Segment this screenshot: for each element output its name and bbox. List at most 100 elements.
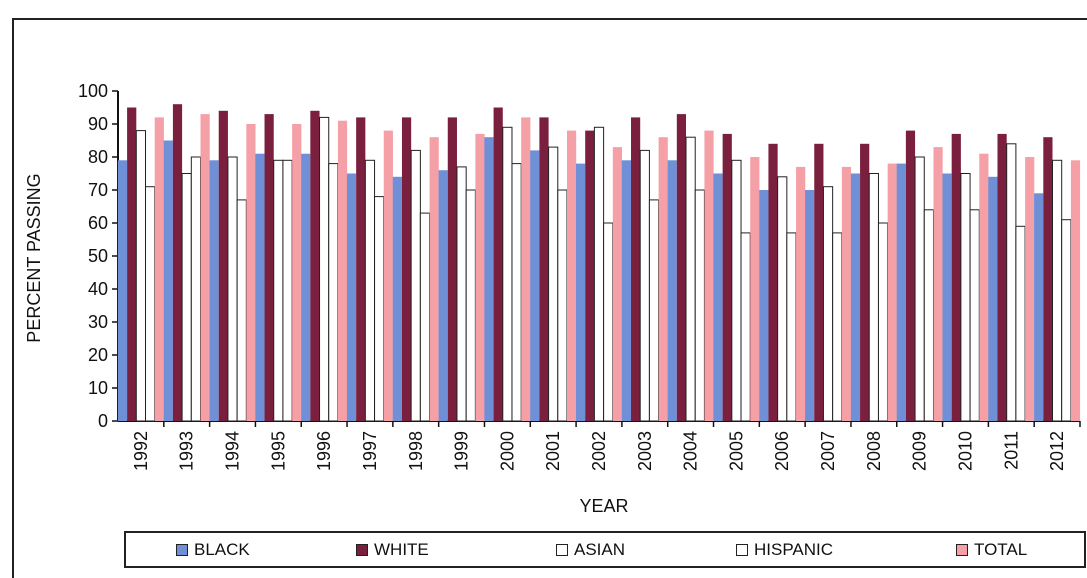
y-tick-label: 40 xyxy=(88,279,108,299)
bar-asian-2010 xyxy=(960,173,971,422)
bar-black-2000 xyxy=(484,137,494,421)
bar-white-2008 xyxy=(860,143,870,422)
bar-asian-2006 xyxy=(777,176,788,422)
bar-black-2012 xyxy=(1034,193,1044,421)
bar-asian-1993 xyxy=(181,173,192,422)
legend-swatch-hispanic xyxy=(736,544,748,556)
legend-label-white: WHITE xyxy=(374,540,429,559)
legend-item-total: TOTAL xyxy=(956,540,1027,560)
bar-hispanic-2010 xyxy=(969,209,980,422)
y-tick-label: 30 xyxy=(88,312,108,332)
x-axis-title: YEAR xyxy=(579,496,628,516)
bar-black-1996 xyxy=(301,153,311,421)
bar-white-2005 xyxy=(722,133,732,421)
bar-hispanic-2012 xyxy=(1061,219,1072,422)
bar-asian-1998 xyxy=(410,149,421,422)
y-tick-label: 80 xyxy=(88,147,108,167)
bar-total-2005 xyxy=(750,157,760,421)
y-tick-label: 0 xyxy=(98,411,108,431)
bar-asian-2012 xyxy=(1052,159,1063,422)
bar-asian-2004 xyxy=(685,136,696,422)
y-tick-label: 70 xyxy=(88,180,108,200)
bar-total-2012 xyxy=(1070,160,1081,422)
bar-asian-2005 xyxy=(731,159,742,422)
bar-white-2000 xyxy=(493,107,503,421)
x-tick-label-2010: 2010 xyxy=(956,431,976,471)
x-tick-label-1999: 1999 xyxy=(452,431,472,471)
bar-black-1994 xyxy=(209,160,219,422)
x-tick-label-1996: 1996 xyxy=(314,431,334,471)
legend-item-black: BLACK xyxy=(176,540,250,560)
bar-asian-2008 xyxy=(868,173,879,422)
bar-hispanic-2008 xyxy=(877,222,889,422)
x-tick-label-2003: 2003 xyxy=(635,431,655,471)
bar-white-2002 xyxy=(585,130,595,421)
bar-asian-1994 xyxy=(227,156,238,422)
bar-black-1998 xyxy=(392,176,402,421)
bar-asian-1995 xyxy=(273,159,284,422)
legend-swatch-white xyxy=(356,544,368,556)
bar-hispanic-2002 xyxy=(603,222,614,422)
bar-white-2004 xyxy=(676,114,687,421)
bar-total-1993 xyxy=(200,114,210,421)
bar-black-2006 xyxy=(759,190,769,421)
chart-frame xyxy=(12,18,1087,578)
bar-hispanic-1997 xyxy=(374,196,385,422)
bar-white-2007 xyxy=(814,143,824,422)
bar-hispanic-1996 xyxy=(328,163,339,422)
bar-total-2007 xyxy=(841,166,852,421)
y-tick-label: 50 xyxy=(88,246,108,266)
bar-hispanic-1998 xyxy=(419,212,431,422)
bar-hispanic-2005 xyxy=(740,232,751,422)
bar-black-2003 xyxy=(621,160,632,422)
bar-hispanic-1993 xyxy=(190,156,202,422)
bar-black-2010 xyxy=(942,173,952,421)
x-tick-label-1995: 1995 xyxy=(268,431,288,471)
bar-white-2001 xyxy=(539,117,549,422)
bar-total-2011 xyxy=(1025,157,1035,421)
x-tick-label-1992: 1992 xyxy=(131,431,151,471)
bar-total-1999 xyxy=(475,133,485,421)
x-tick-label-2012: 2012 xyxy=(1047,431,1067,471)
bar-black-2001 xyxy=(530,150,540,421)
bar-white-1993 xyxy=(172,104,183,421)
bar-asian-2011 xyxy=(1006,143,1017,422)
legend-item-white: WHITE xyxy=(356,540,429,560)
bar-hispanic-1992 xyxy=(145,186,156,422)
x-tick-label-2009: 2009 xyxy=(910,431,930,471)
bar-total-1992 xyxy=(154,117,164,422)
bar-white-1995 xyxy=(264,114,274,421)
bar-hispanic-2004 xyxy=(694,189,705,422)
bar-hispanic-1995 xyxy=(282,159,293,422)
x-tick-label-1994: 1994 xyxy=(223,431,243,471)
bar-asian-1992 xyxy=(135,130,147,422)
legend-label-asian: ASIAN xyxy=(574,540,626,559)
legend-item-asian: ASIAN xyxy=(556,540,625,560)
bar-black-2005 xyxy=(713,173,723,421)
y-axis-title: PERCENT PASSING xyxy=(24,173,44,342)
bar-asian-2001 xyxy=(548,146,559,422)
bar-black-1999 xyxy=(438,170,448,421)
bar-asian-2007 xyxy=(822,186,834,422)
bar-total-1997 xyxy=(383,130,393,421)
x-tick-label-1993: 1993 xyxy=(177,431,197,471)
bar-asian-2000 xyxy=(502,126,513,422)
bar-white-2012 xyxy=(1043,137,1053,421)
bar-hispanic-2009 xyxy=(923,209,934,422)
bar-total-2004 xyxy=(704,130,714,421)
bar-white-1994 xyxy=(218,110,228,422)
bar-black-1997 xyxy=(346,173,357,421)
bar-asian-1996 xyxy=(319,116,330,422)
bar-total-1995 xyxy=(292,124,302,421)
bar-total-1994 xyxy=(246,124,256,421)
bar-hispanic-2003 xyxy=(648,199,660,422)
x-tick-label-1998: 1998 xyxy=(406,431,426,471)
bar-black-2011 xyxy=(988,176,998,421)
bar-total-1998 xyxy=(429,137,439,421)
bar-total-2006 xyxy=(796,166,806,421)
x-tick-label-1997: 1997 xyxy=(360,431,380,471)
bar-black-1995 xyxy=(255,153,265,421)
bar-black-1992 xyxy=(117,160,128,422)
bar-hispanic-2001 xyxy=(557,189,568,422)
